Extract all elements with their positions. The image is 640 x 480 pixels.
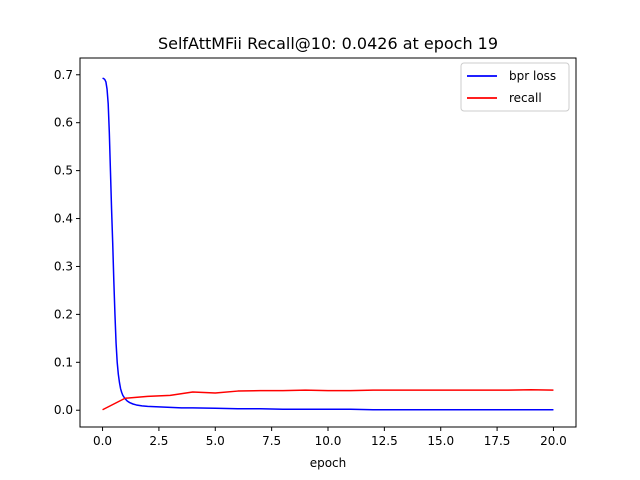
x-tick-label: 2.5 [149, 434, 168, 448]
y-tick-label: 0.1 [54, 355, 73, 369]
x-tick-label: 7.5 [262, 434, 281, 448]
x-tick-label: 10.0 [315, 434, 342, 448]
x-tick-label: 20.0 [540, 434, 567, 448]
y-tick-label: 0.2 [54, 307, 73, 321]
x-tick-label: 12.5 [371, 434, 398, 448]
series-line-bpr-loss [102, 77, 554, 411]
x-tick-label: 5.0 [206, 434, 225, 448]
y-tick-label: 0.3 [54, 259, 73, 273]
x-axis-ticks: 0.0 2.5 5.0 7.5 10.0 12.5 15.0 17.5 20.0 [93, 427, 567, 448]
x-tick-label: 15.0 [427, 434, 454, 448]
x-tick-label: 0.0 [93, 434, 112, 448]
legend-label-bpr-loss: bpr loss [509, 69, 556, 83]
plot-series-group [102, 77, 554, 411]
y-tick-label: 0.4 [54, 212, 73, 226]
y-tick-label: 0.6 [54, 116, 73, 130]
legend-label-recall: recall [509, 91, 542, 105]
x-tick-label: 17.5 [484, 434, 511, 448]
legend: bpr loss recall [460, 62, 570, 112]
x-axis-label: epoch [310, 456, 347, 470]
y-tick-label: 0.7 [54, 68, 73, 82]
y-tick-label: 0.5 [54, 164, 73, 178]
chart-title: SelfAttMFii Recall@10: 0.0426 at epoch 1… [158, 34, 498, 53]
series-line-recall [102, 389, 554, 411]
y-axis-ticks: 0.0 0.1 0.2 0.3 0.4 0.5 0.6 0.7 [54, 68, 80, 417]
legend-frame [460, 62, 570, 112]
y-tick-label: 0.0 [54, 403, 73, 417]
